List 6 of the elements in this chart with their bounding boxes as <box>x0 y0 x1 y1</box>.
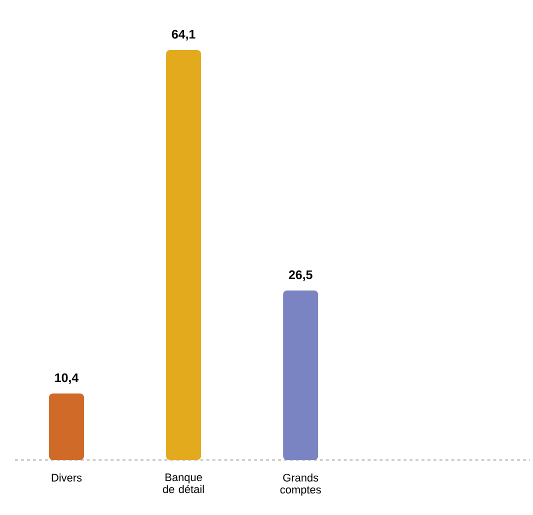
x-tick-label: Grands comptes <box>280 474 321 496</box>
x-tick-label: Divers <box>52 474 82 482</box>
data-label: 10,4 <box>55 373 79 384</box>
x-tick-label: Banque de détail <box>162 474 204 494</box>
data-label: 64,1 <box>172 30 196 40</box>
data-label: 26,5 <box>288 270 312 281</box>
